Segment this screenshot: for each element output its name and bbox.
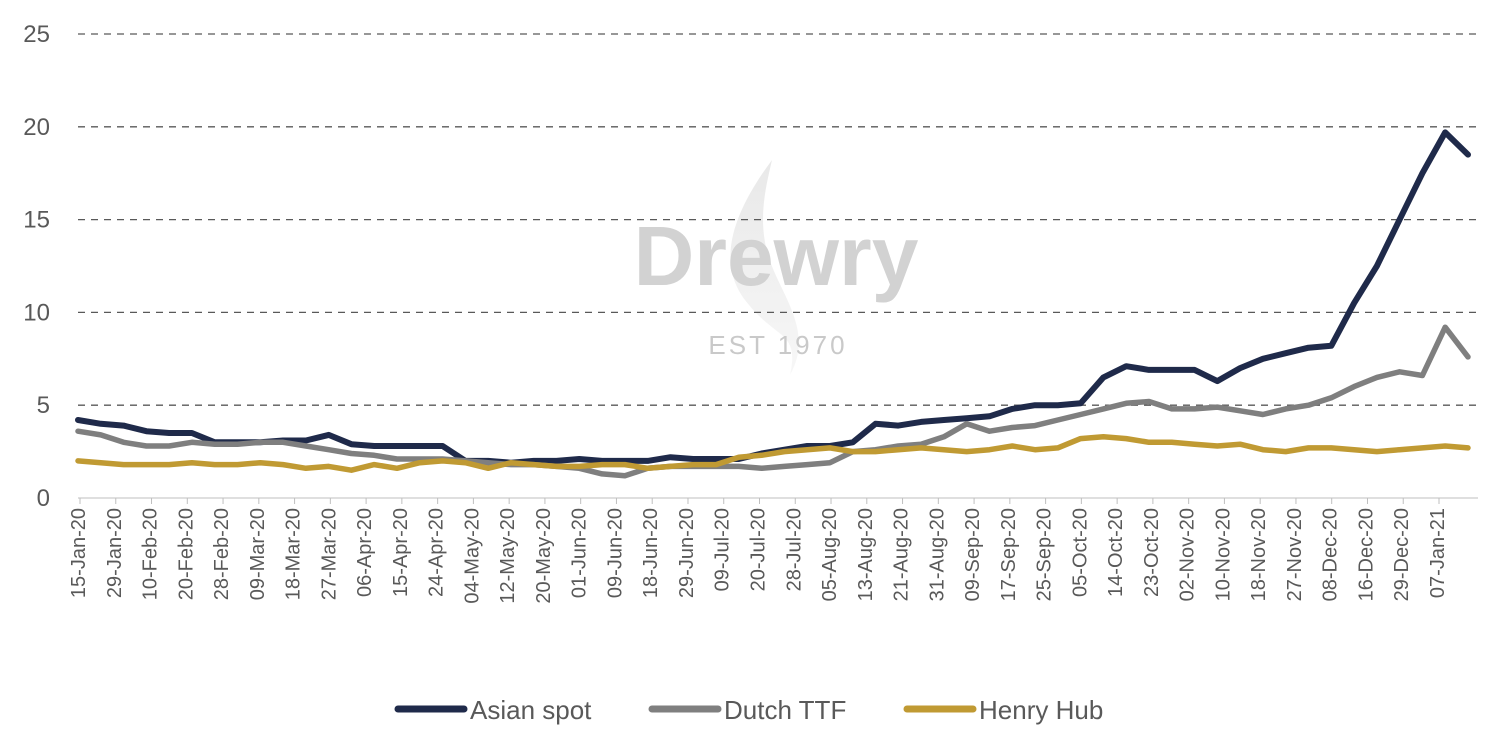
- x-tick-label: 29-Dec-20: [1391, 508, 1413, 601]
- x-tick-label: 28-Jul-20: [783, 508, 805, 591]
- x-tick-label: 29-Jan-20: [104, 508, 126, 598]
- x-tick-label: 20-May-20: [533, 508, 555, 604]
- x-tick-label: 28-Feb-20: [211, 508, 233, 600]
- x-tick-label: 18-Jun-20: [640, 508, 662, 598]
- series-lines: [75, 129, 1471, 479]
- x-tick-label: 13-Aug-20: [855, 508, 877, 601]
- x-tick-label: 18-Mar-20: [283, 508, 305, 600]
- x-tick-label: 14-Oct-20: [1105, 508, 1127, 597]
- x-tick-label: 02-Nov-20: [1177, 508, 1199, 601]
- watermark-brand: Drewry: [634, 209, 919, 303]
- x-tick-label: 16-Dec-20: [1355, 508, 1377, 601]
- x-tick-label: 04-May-20: [461, 508, 483, 604]
- y-tick-label: 5: [37, 392, 50, 419]
- y-axis: 0 5 10 15 20 25: [23, 21, 50, 512]
- watermark-tagline: EST 1970: [708, 330, 847, 360]
- legend-label: Asian spot: [470, 695, 592, 725]
- y-tick-label: 20: [23, 114, 50, 141]
- x-tick-label: 08-Dec-20: [1320, 508, 1342, 601]
- y-tick-label: 0: [37, 485, 50, 512]
- x-tick-label: 12-May-20: [497, 508, 519, 604]
- y-tick-label: 10: [23, 299, 50, 326]
- x-tick-label: 09-Sep-20: [962, 508, 984, 601]
- x-tick-label: 09-Jul-20: [712, 508, 734, 591]
- legend: Asian spot Dutch TTF Henry Hub: [394, 695, 1103, 725]
- x-tick-label: 25-Sep-20: [1034, 508, 1056, 601]
- x-tick-label: 31-Aug-20: [926, 508, 948, 601]
- x-tick-label: 24-Apr-20: [426, 508, 448, 597]
- series-line-dutch-ttf: [75, 324, 1471, 479]
- x-tick-label: 20-Jul-20: [748, 508, 770, 591]
- drewry-watermark: Drewry EST 1970: [634, 160, 919, 375]
- x-tick-label: 20-Feb-20: [175, 508, 197, 600]
- y-tick-label: 25: [23, 21, 50, 48]
- x-axis: 15-Jan-20 29-Jan-20 10-Feb-20 20-Feb-20 28-F…: [68, 498, 1449, 604]
- x-tick-label: 15-Jan-20: [68, 508, 90, 598]
- x-tick-label: 10-Nov-20: [1212, 508, 1234, 601]
- x-tick-label: 29-Jun-20: [676, 508, 698, 598]
- x-tick-label: 18-Nov-20: [1248, 508, 1270, 601]
- x-tick-label: 15-Apr-20: [390, 508, 412, 597]
- x-tick-label: 09-Mar-20: [247, 508, 269, 600]
- x-tick-label: 27-Nov-20: [1284, 508, 1306, 601]
- flame-logo-icon: [730, 160, 799, 375]
- x-tick-label: 05-Aug-20: [819, 508, 841, 601]
- x-tick-label: 21-Aug-20: [891, 508, 913, 601]
- y-tick-label: 15: [23, 207, 50, 234]
- legend-label: Dutch TTF: [724, 695, 846, 725]
- x-tick-label: 10-Feb-20: [140, 508, 162, 600]
- x-tick-label: 23-Oct-20: [1141, 508, 1163, 597]
- x-tick-label: 27-Mar-20: [318, 508, 340, 600]
- x-tick-label: 01-Jun-20: [569, 508, 591, 598]
- series-line-henry-hub: [75, 434, 1471, 473]
- x-tick-label: 05-Oct-20: [1069, 508, 1091, 597]
- legend-label: Henry Hub: [979, 695, 1103, 725]
- x-tick-label: 06-Apr-20: [354, 508, 376, 597]
- x-tick-label: 17-Sep-20: [998, 508, 1020, 601]
- x-tick-label: 07-Jan-21: [1427, 508, 1449, 598]
- x-tick-label: 09-Jun-20: [604, 508, 626, 598]
